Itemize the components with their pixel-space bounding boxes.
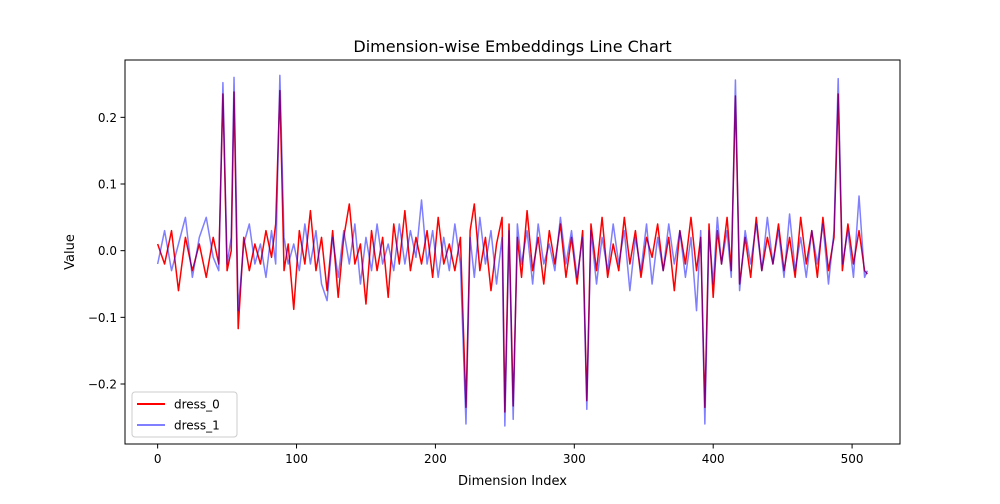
y-tick-label: 0.2 bbox=[98, 111, 117, 125]
chart-title: Dimension-wise Embeddings Line Chart bbox=[353, 37, 671, 56]
y-tick-label: −0.1 bbox=[88, 311, 117, 325]
x-tick-label: 300 bbox=[563, 452, 586, 466]
x-axis-label: Dimension Index bbox=[458, 474, 567, 489]
y-axis-label: Value bbox=[63, 234, 78, 270]
series-line-dress_1 bbox=[156, 74, 869, 427]
y-tick-label: 0.0 bbox=[98, 244, 117, 258]
y-tick-label: 0.1 bbox=[98, 178, 117, 192]
plot-area bbox=[156, 74, 869, 427]
x-tick-label: 0 bbox=[154, 452, 162, 466]
legend-label: dress_0 bbox=[174, 398, 220, 412]
plot-frame bbox=[124, 59, 901, 445]
x-tick-label: 500 bbox=[841, 452, 864, 466]
y-axis: −0.2 −0.1 0.0 0.1 0.2 bbox=[88, 111, 125, 392]
x-axis: 0 100 200 300 400 500 bbox=[154, 444, 864, 466]
x-tick-label: 400 bbox=[702, 452, 725, 466]
x-tick-label: 200 bbox=[424, 452, 447, 466]
legend-label: dress_1 bbox=[174, 419, 220, 433]
legend: dress_0 dress_1 bbox=[131, 391, 238, 438]
x-tick-label: 100 bbox=[285, 452, 308, 466]
y-tick-label: −0.2 bbox=[88, 378, 117, 392]
